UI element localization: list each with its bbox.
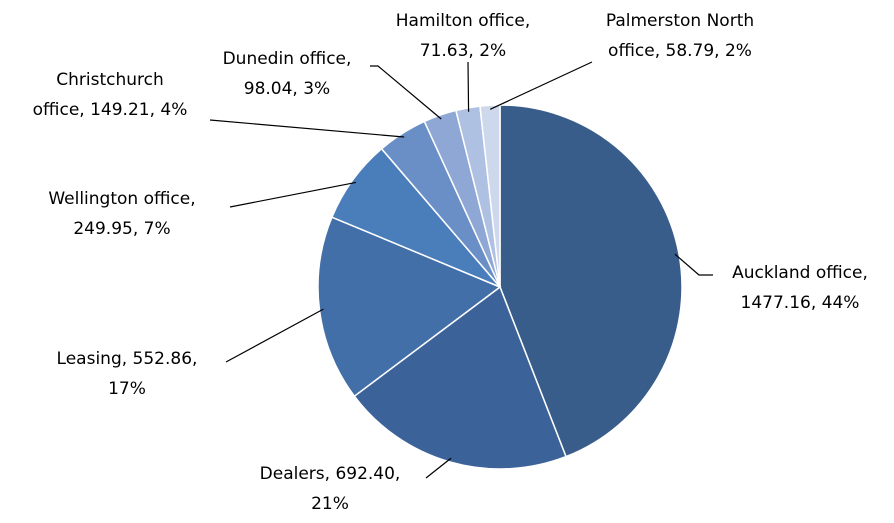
data-label: office, 149.21, 4% (33, 100, 188, 120)
leader-line (229, 181, 357, 208)
data-label: 98.04, 3% (244, 79, 330, 99)
leader-line (225, 308, 324, 363)
data-label: 17% (108, 379, 146, 399)
leader-line (467, 61, 470, 112)
data-label: Dunedin office, (223, 49, 352, 69)
leader-line (489, 61, 593, 110)
data-label: Auckland office, (732, 263, 868, 283)
data-label: Dealers, 692.40, (260, 464, 401, 484)
leader-line (425, 457, 452, 479)
data-label: Palmerston North (606, 11, 754, 31)
data-label: 21% (311, 494, 349, 514)
data-label: Hamilton office, (396, 11, 531, 31)
pie-slice (499, 104, 683, 458)
data-label: Wellington office, (48, 189, 195, 209)
leader-line (370, 65, 442, 120)
leader-line (674, 253, 713, 276)
leader-line (209, 119, 405, 138)
data-label: Christchurch (56, 70, 164, 90)
data-label: Leasing, 552.86, (57, 349, 198, 369)
data-label: 249.95, 7% (73, 219, 170, 239)
data-label: 1477.16, 44% (741, 293, 860, 313)
data-label: 71.63, 2% (420, 41, 506, 61)
pie-slice (317, 216, 502, 398)
data-label: office, 58.79, 2% (608, 41, 752, 61)
pie-slice (353, 285, 567, 470)
